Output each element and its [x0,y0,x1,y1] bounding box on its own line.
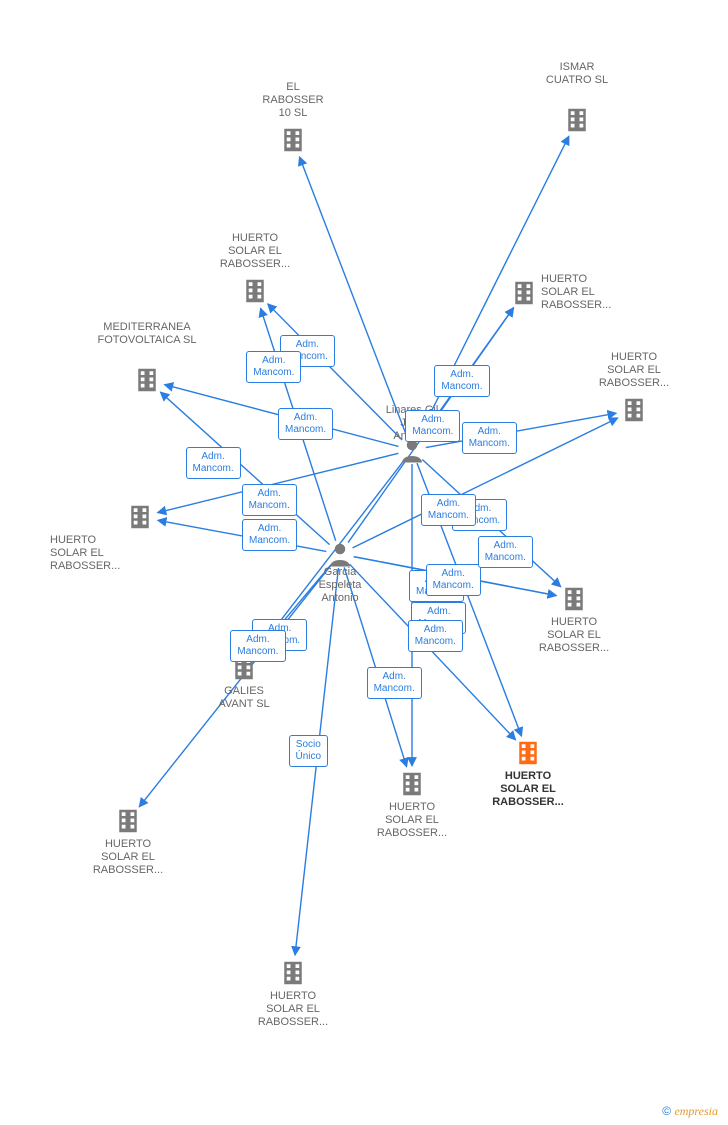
edge-label-18[interactable]: Adm. Mancom. [408,620,463,652]
edge-label-6[interactable]: Adm. Mancom. [242,484,297,516]
edge-label-13[interactable]: Adm. Mancom. [405,410,460,442]
edge-label-14[interactable]: Adm. Mancom. [421,494,476,526]
edge-label-12[interactable]: Adm. Mancom. [186,447,241,479]
edge-label-20[interactable]: Adm. Mancom. [230,630,285,662]
edge-label-2[interactable]: Adm. Mancom. [434,365,489,397]
edge-label-11[interactable]: Adm. Mancom. [246,351,301,383]
edge-label-22[interactable]: Adm. Mancom. [478,536,533,568]
edge-label-15[interactable]: Adm. Mancom. [242,519,297,551]
edge-label-5[interactable]: Adm. Mancom. [462,422,517,454]
brand-name: empresia [674,1104,718,1118]
edge-p1-c_el10 [299,157,407,437]
copyright-symbol: © [662,1104,671,1118]
edge-label-19[interactable]: Adm. Mancom. [367,667,422,699]
footer-copyright: © empresia [662,1104,718,1119]
edge-label-16[interactable]: Adm. Mancom. [426,564,481,596]
network-edges-layer [0,0,728,1125]
edge-label-21[interactable]: Socio Único [289,735,329,767]
edge-p2-c_hsr_sw [139,565,331,807]
edge-label-4[interactable]: Adm. Mancom. [278,408,333,440]
